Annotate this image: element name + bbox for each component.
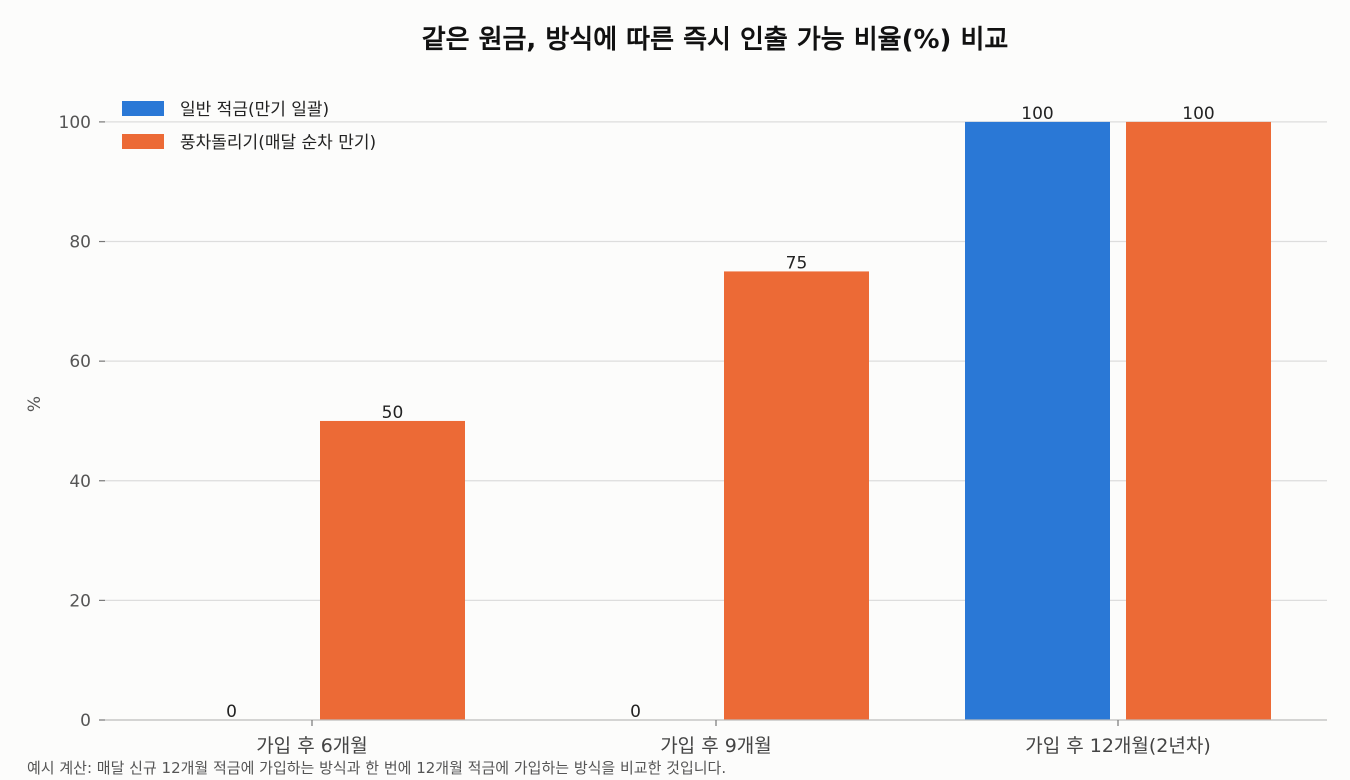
bar-value-label: 75 [786, 253, 808, 273]
y-tick-label: 20 [69, 591, 91, 611]
bar-value-label: 100 [1021, 104, 1053, 124]
footnote: 예시 계산: 매달 신규 12개월 적금에 가입하는 방식과 한 번에 12개월… [27, 759, 726, 777]
x-tick-label: 가입 후 9개월 [660, 735, 772, 757]
axes: 0 20 40 60 80 100 가입 후 6개월 가입 후 9개월 가입 후 12개월(2년… [59, 113, 1327, 757]
bar-value-label: 0 [226, 702, 237, 722]
bars [320, 121, 1271, 720]
chart-title: 같은 원금, 방식에 따른 즉시 인출 가능 비율(%) 비교 [422, 25, 1009, 55]
legend-swatch-0 [122, 101, 164, 116]
y-tick-label: 80 [69, 233, 91, 253]
x-tick-label: 가입 후 6개월 [256, 735, 368, 757]
legend-label-1: 풍차돌리기(매달 순차 만기) [180, 133, 376, 153]
bar-value-label: 100 [1182, 104, 1214, 124]
x-tick-label: 가입 후 12개월(2년차) [1025, 735, 1211, 757]
y-tick-label: 100 [59, 113, 91, 133]
legend-swatch-1 [122, 134, 164, 149]
y-tick-label: 0 [80, 711, 91, 731]
bar-series-1-cat-1 [724, 271, 869, 720]
bar-series-1-cat-2 [1126, 121, 1271, 720]
data-labels: 0 50 0 75 100 100 [226, 104, 1215, 722]
legend: 일반 적금(만기 일괄) 풍차돌리기(매달 순차 만기) [122, 100, 376, 153]
bar-series-1-cat-0 [320, 420, 465, 720]
bar-value-label: 50 [382, 403, 404, 423]
y-tick-label: 60 [69, 352, 91, 372]
gridlines [105, 121, 1327, 601]
y-tick-label: 40 [69, 472, 91, 492]
y-axis-label: % [25, 396, 45, 412]
bar-value-label: 0 [630, 702, 641, 722]
legend-label-0: 일반 적금(만기 일괄) [180, 100, 329, 120]
bar-series-0-cat-2 [965, 121, 1110, 720]
